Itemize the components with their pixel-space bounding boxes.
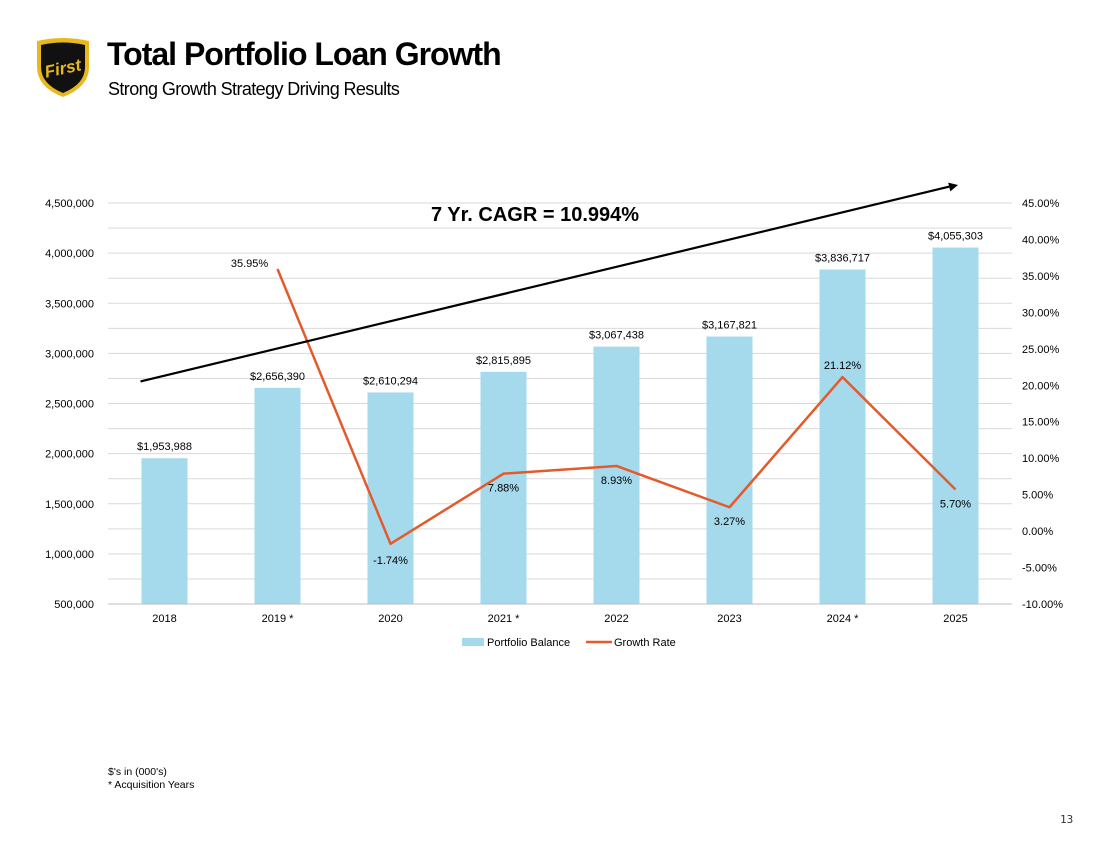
left-axis-tick-label: 2,500,000	[45, 399, 94, 411]
x-axis-tick-label: 2025	[943, 613, 967, 625]
x-axis-tick-label: 2020	[378, 613, 402, 625]
page-title: Total Portfolio Loan Growth	[107, 36, 502, 72]
data-labels: $1,953,988 $2,656,390 $2,610,294 $2,815,895…	[137, 231, 983, 567]
x-axis-tick-label: 2018	[152, 613, 176, 625]
bar	[593, 346, 640, 604]
right-axis-tick-label: 15.00%	[1022, 417, 1060, 429]
bar-value-label: $3,067,438	[589, 330, 644, 342]
footnotes: $'s in (000's) * Acquisition Years	[108, 766, 194, 792]
right-axis-tick-label: 40.00%	[1022, 234, 1060, 246]
growth-rate-label: -1.74%	[373, 555, 408, 567]
page-number: 13	[1060, 813, 1074, 826]
bar-value-label: $2,610,294	[363, 375, 418, 387]
loan-growth-chart: 500,000 1,000,000 1,500,000 2,000,000 2,500,…	[45, 182, 1063, 649]
bar-value-label: $3,167,821	[702, 320, 757, 332]
company-logo: First	[37, 38, 89, 97]
bar-value-label: $1,953,988	[137, 441, 192, 453]
right-axis-tick-label: 0.00%	[1022, 526, 1053, 538]
growth-rate-label: 21.12%	[824, 360, 862, 372]
growth-rate-line	[276, 268, 957, 546]
footnote-acquisition: * Acquisition Years	[108, 779, 195, 791]
left-axis-tick-label: 3,500,000	[45, 298, 94, 310]
bar	[706, 336, 753, 604]
growth-rate-label: 8.93%	[601, 475, 632, 487]
legend: Portfolio Balance Growth Rate	[462, 637, 676, 649]
bar-value-label: $4,055,303	[928, 231, 983, 243]
right-axis-tick-label: 25.00%	[1022, 344, 1060, 356]
growth-rate-label: 5.70%	[940, 499, 971, 511]
logo-shield-inner	[41, 42, 85, 93]
page-subtitle: Strong Growth Strategy Driving Results	[108, 79, 400, 99]
bar	[932, 247, 979, 604]
left-axis-tick-label: 3,000,000	[45, 348, 94, 360]
legend-label-balance: Portfolio Balance	[487, 637, 570, 649]
growth-rate-label: 7.88%	[488, 483, 519, 495]
line-series	[276, 268, 957, 546]
bar-value-label: $3,836,717	[815, 252, 870, 264]
x-axis-tick-label: 2022	[604, 613, 628, 625]
trend-arrow: 7 Yr. CAGR = 10.994%	[140, 182, 958, 383]
right-axis-tick-label: 45.00%	[1022, 198, 1060, 210]
bar	[480, 371, 527, 604]
x-axis-tick-label: 2021 *	[488, 613, 521, 625]
right-axis-tick-label: -5.00%	[1022, 563, 1057, 575]
cagr-trend-line	[140, 185, 951, 383]
x-axis-tick-label: 2023	[717, 613, 741, 625]
axes: 500,000 1,000,000 1,500,000 2,000,000 2,500,…	[45, 198, 1063, 625]
right-axis-tick-label: 20.00%	[1022, 380, 1060, 392]
legend-label-growth: Growth Rate	[614, 637, 676, 649]
left-axis-tick-label: 2,000,000	[45, 449, 94, 461]
right-axis-tick-label: 30.00%	[1022, 307, 1060, 319]
footnote-units: $'s in (000's)	[108, 766, 167, 778]
right-axis-tick-label: 35.00%	[1022, 271, 1060, 283]
bar	[254, 387, 301, 604]
bar	[141, 458, 188, 604]
right-axis-tick-label: -10.00%	[1022, 599, 1063, 611]
bar	[819, 269, 866, 604]
x-axis-tick-label: 2024 *	[827, 613, 860, 625]
left-axis-tick-label: 1,000,000	[45, 549, 94, 561]
cagr-label: 7 Yr. CAGR = 10.994%	[431, 204, 639, 226]
growth-rate-label: 3.27%	[714, 516, 745, 528]
right-axis-tick-label: 5.00%	[1022, 490, 1053, 502]
bar-value-label: $2,656,390	[250, 371, 305, 383]
left-axis-tick-label: 1,500,000	[45, 499, 94, 511]
cagr-arrowhead	[948, 182, 958, 192]
x-axis-tick-label: 2019 *	[262, 613, 295, 625]
legend-swatch-balance	[462, 638, 484, 646]
bar	[367, 392, 414, 604]
left-axis-tick-label: 500,000	[54, 599, 94, 611]
bar-series	[141, 247, 979, 604]
left-axis-tick-label: 4,000,000	[45, 248, 94, 260]
growth-rate-label: 35.95%	[231, 258, 269, 270]
left-axis-tick-label: 4,500,000	[45, 198, 94, 210]
bar-value-label: $2,815,895	[476, 355, 531, 367]
right-axis-tick-label: 10.00%	[1022, 453, 1060, 465]
